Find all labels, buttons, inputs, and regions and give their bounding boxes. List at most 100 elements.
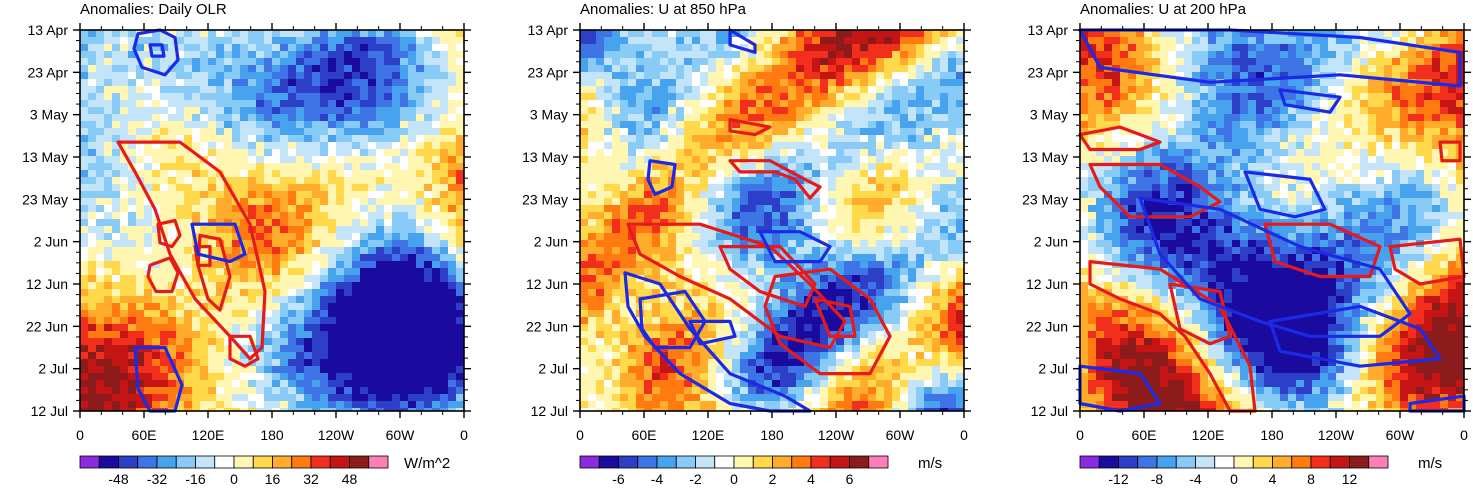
heat-cell [184,233,193,241]
heat-cell [740,107,749,115]
heat-cell [360,373,369,381]
heat-cell [804,352,813,360]
heat-cell [200,135,209,143]
heat-cell [200,51,209,59]
heat-cell [676,37,685,45]
heat-cell [424,79,433,87]
heat-cell [264,93,273,101]
heat-cell [376,338,385,346]
heat-cell [796,128,805,136]
heat-cell [580,142,589,150]
heat-cell [684,198,693,206]
heat-cell [104,37,113,45]
heat-cell [256,65,265,73]
heat-cell [352,387,361,395]
heat-cell [620,184,629,192]
heat-cell [352,128,361,136]
heat-cell [408,93,417,101]
heat-cell [384,72,393,80]
heat-cell [120,296,129,304]
heat-cell [176,170,185,178]
heat-cell [344,387,353,395]
heat-cell [168,310,177,318]
heat-cell [232,275,241,283]
heat-cell [676,296,685,304]
heat-cell [796,177,805,185]
heat-cell [588,226,597,234]
heat-cell [416,44,425,52]
heat-cell [328,219,337,227]
heat-cell [828,121,837,129]
heat-cell [660,387,669,395]
heat-cell [320,219,329,227]
heat-cell [612,142,621,150]
heat-cell [256,191,265,199]
heat-cell [580,135,589,143]
heat-cell [604,114,613,122]
heat-cell [264,51,273,59]
heat-cell [812,51,821,59]
heat-cell [804,156,813,164]
heat-cell [644,79,653,87]
heat-cell [88,142,97,150]
heat-cell [440,100,449,108]
heat-cell [208,240,217,248]
heat-cell [216,142,225,150]
heat-cell [232,72,241,80]
heat-cell [668,205,677,213]
heat-cell [328,128,337,136]
heat-cell [676,142,685,150]
heat-cell [184,352,193,360]
heat-cell [352,51,361,59]
heat-cell [868,317,877,325]
heat-cell [716,86,725,94]
heat-cell [588,44,597,52]
heat-cell [432,338,441,346]
heat-cell [232,58,241,66]
heat-cell [828,247,837,255]
heat-cell [836,345,845,353]
heat-cell [764,226,773,234]
heat-cell [588,366,597,374]
heat-cell [804,317,813,325]
heat-cell [772,79,781,87]
heat-cell [400,198,409,206]
heat-cell [208,373,217,381]
heat-cell [320,149,329,157]
heat-cell [248,205,257,213]
heat-cell [416,268,425,276]
y-tick-label: 23 May [22,191,68,207]
heat-cell [368,401,377,409]
heat-cell [336,177,345,185]
heat-cell [200,310,209,318]
heat-cell [184,107,193,115]
heat-cell [692,114,701,122]
heat-cell [876,331,885,339]
heat-cell [580,282,589,290]
heat-cell [812,240,821,248]
heat-cell [416,324,425,332]
heat-cell [88,100,97,108]
heat-cell [596,191,605,199]
heat-cell [732,324,741,332]
heat-cell [820,303,829,311]
heat-cell [796,310,805,318]
heat-cell [128,30,137,38]
heat-cell [424,114,433,122]
heat-cell [376,65,385,73]
heat-cell [868,128,877,136]
heat-cell [296,394,305,402]
heat-cell [408,345,417,353]
heat-cell [144,100,153,108]
heat-cell [88,387,97,395]
heat-cell [652,303,661,311]
heat-cell [708,282,717,290]
heat-cell [352,289,361,297]
heat-cell [280,387,289,395]
heat-cell [580,296,589,304]
heat-cell [184,79,193,87]
heat-cell [104,135,113,143]
heat-cell [732,408,741,412]
heat-cell [756,72,765,80]
heat-cell [780,289,789,297]
